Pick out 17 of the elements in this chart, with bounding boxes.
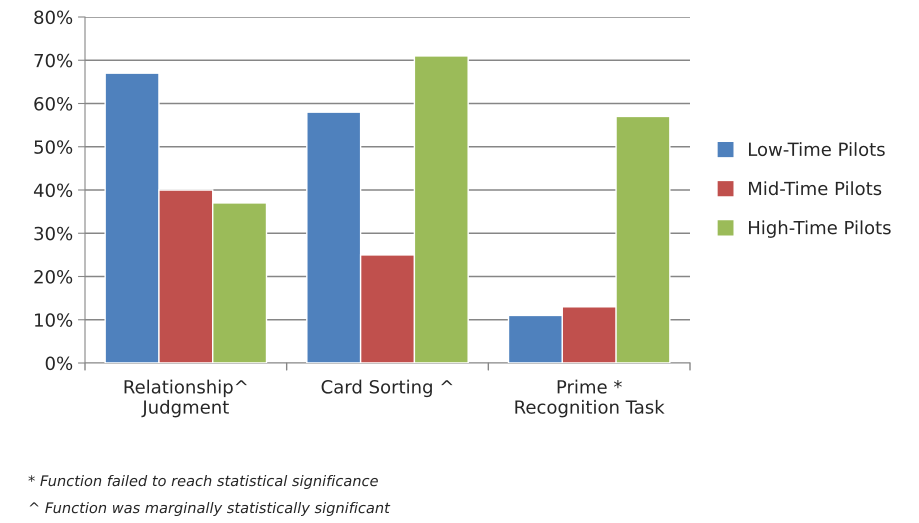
y-tick-label: 10% [35,313,72,327]
x-tick-label: Prime * Recognition Task [515,380,665,418]
x-tick-label: Relationship^ Judgment [124,380,247,418]
y-tick-label: 0% [46,356,72,370]
legend-label: High-Time Pilots [749,220,891,238]
y-tick-label: 70% [34,54,72,68]
text: ^ Function was marginally statistically significant [30,502,390,516]
y-tick-label: 30% [34,226,72,240]
y-tick-label: 50% [34,140,72,154]
x-tick-label: Card Sorting ^ [322,380,452,398]
y-tick-label: 40% [34,183,72,198]
text: * Function failed to reach statistical significance [28,474,378,490]
legend-label: Mid-Time Pilots [749,181,882,196]
y-tick-label: 20% [34,270,72,284]
y-tick-label: 60% [34,96,72,111]
y-tick-label: 80% [34,10,72,24]
legend-label: Low-Time Pilots [749,142,885,156]
